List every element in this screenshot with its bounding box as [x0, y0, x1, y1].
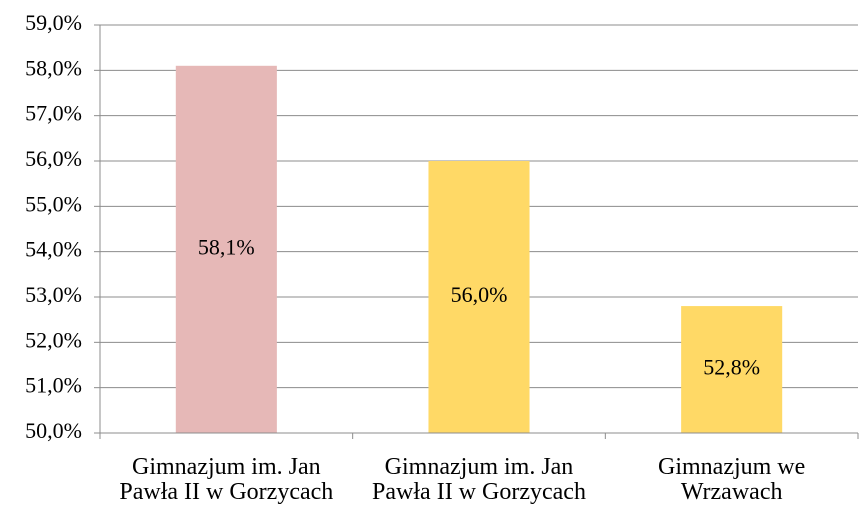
y-tick-label: 54,0% — [25, 237, 82, 262]
y-tick-label: 51,0% — [25, 373, 82, 398]
bar — [428, 161, 530, 433]
y-tick-label: 52,0% — [25, 327, 82, 352]
bar — [681, 306, 783, 433]
y-tick-label: 59,0% — [25, 10, 82, 35]
data-label: 52,8% — [703, 355, 760, 380]
x-tick-label: Gimnazjum im. Jan Pawła II w Gorzycach — [372, 454, 586, 505]
bar — [175, 65, 277, 434]
y-tick-label: 58,0% — [25, 55, 82, 80]
y-tick-label: 55,0% — [25, 191, 82, 216]
data-label: 56,0% — [451, 282, 508, 307]
x-tick-label: Gimnazjum im. Jan Pawła II w Gorzycach — [119, 454, 334, 505]
x-tick-label: Gimnazjum we Wrzawach — [658, 454, 806, 505]
y-tick-label: 56,0% — [25, 146, 82, 171]
y-tick-label: 57,0% — [25, 101, 82, 126]
y-tick-label: 53,0% — [25, 282, 82, 307]
y-tick-label: 50,0% — [25, 418, 82, 443]
data-label: 58,1% — [198, 234, 255, 259]
